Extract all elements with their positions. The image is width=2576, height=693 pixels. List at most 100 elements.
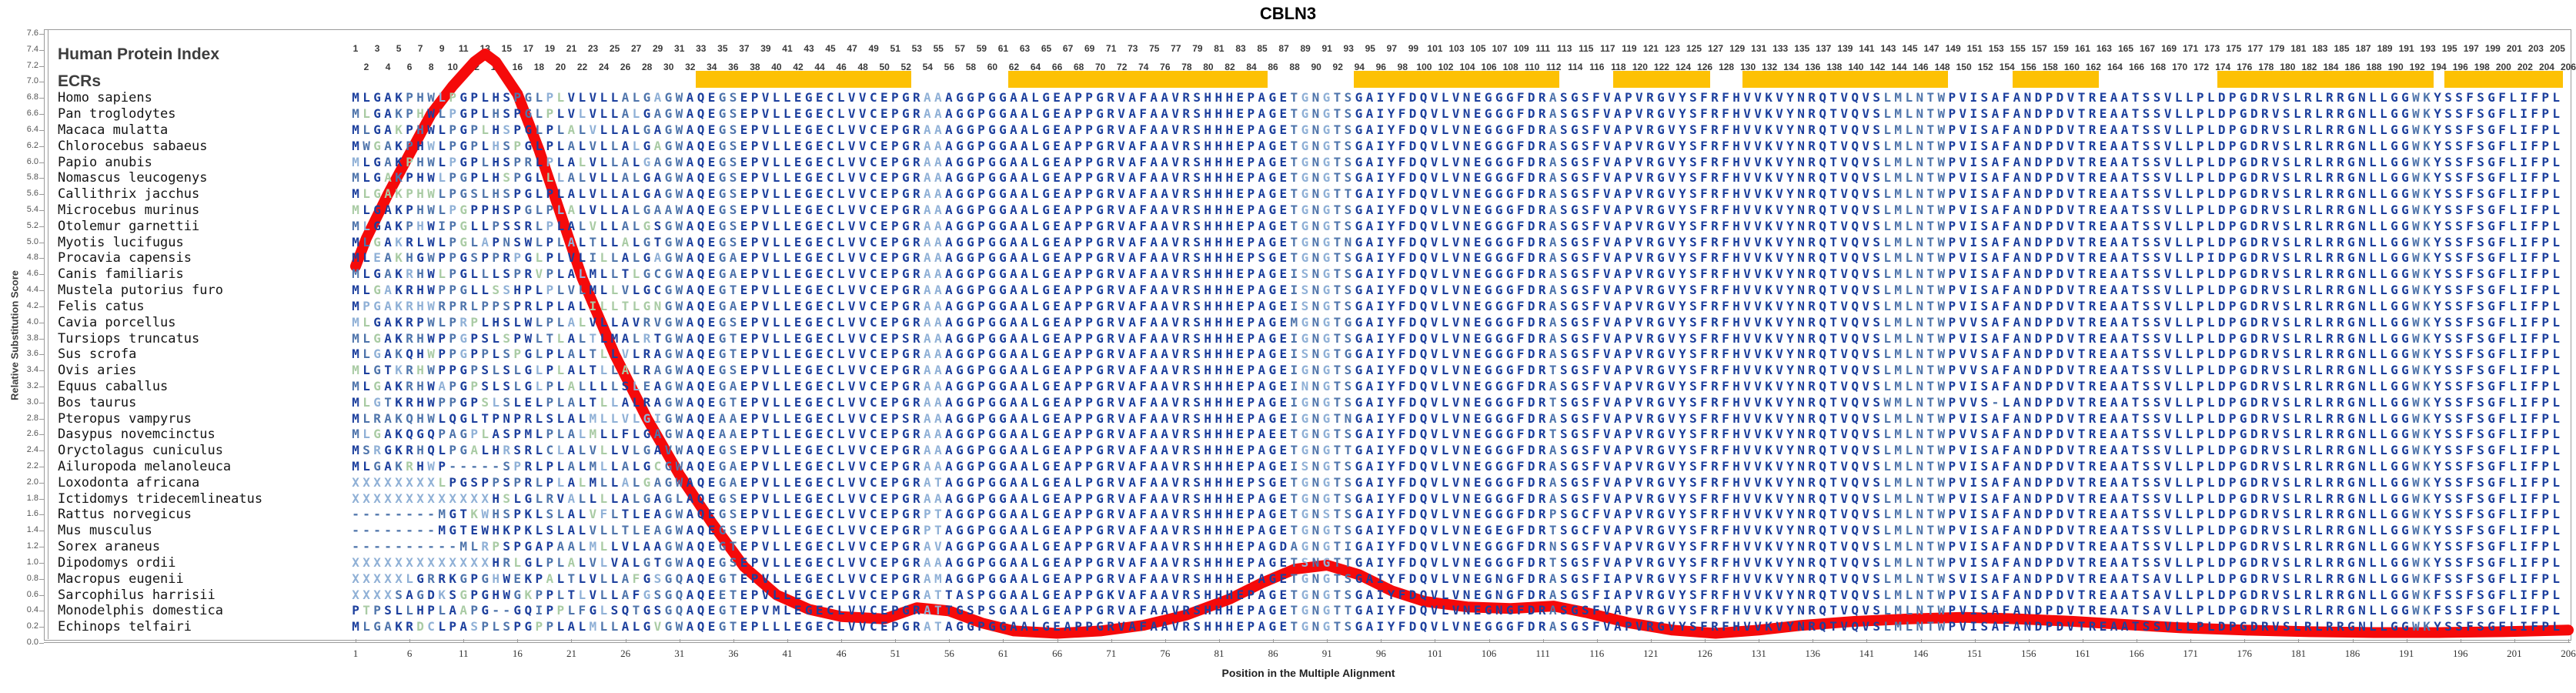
residue: S xyxy=(1581,410,1589,426)
residue: V xyxy=(1668,266,1676,282)
position-number: 20 xyxy=(555,62,566,72)
residue: V xyxy=(1862,90,1870,105)
residue: V xyxy=(1840,234,1848,249)
residue: E xyxy=(1053,378,1061,393)
residue: D xyxy=(2034,186,2043,202)
residue: L xyxy=(578,90,586,105)
residue: A xyxy=(1150,298,1158,313)
residue: A xyxy=(1021,234,1028,249)
residue: P xyxy=(1625,250,1632,266)
residue: G xyxy=(988,138,996,153)
residue: G xyxy=(967,170,974,186)
residue: L xyxy=(783,106,791,122)
residue: R xyxy=(1538,394,1546,410)
residue: R xyxy=(2326,250,2334,266)
residue: A xyxy=(621,250,630,266)
residue: L xyxy=(1905,138,1913,153)
residue: G xyxy=(999,154,1007,169)
y-tick-label: 5.6 xyxy=(26,189,38,199)
residue: V xyxy=(535,266,543,282)
residue: H xyxy=(1204,346,1212,362)
residue: K xyxy=(2423,122,2431,137)
residue: V xyxy=(1840,410,1848,426)
residue: I xyxy=(2520,122,2528,137)
residue: C xyxy=(826,106,834,122)
residue: V xyxy=(589,154,597,169)
residue: R xyxy=(2326,330,2334,346)
residue: S xyxy=(1689,170,1697,186)
residue: Y xyxy=(1786,90,1794,105)
residue: F xyxy=(1516,90,1525,105)
residue: P xyxy=(2196,363,2204,378)
residue: E xyxy=(740,394,748,410)
residue: N xyxy=(1797,186,1805,202)
residue: K xyxy=(1765,378,1772,393)
residue: Q xyxy=(1419,218,1428,233)
residue: N xyxy=(2023,298,2032,313)
residue: G xyxy=(1268,234,1277,249)
residue: F xyxy=(1139,363,1147,378)
residue: P xyxy=(2541,122,2549,137)
residue: G xyxy=(2401,363,2409,378)
residue: R xyxy=(2326,154,2334,169)
residue: V xyxy=(1754,298,1762,313)
residue: G xyxy=(956,138,964,153)
residue: V xyxy=(858,283,867,298)
residue: T xyxy=(1333,234,1341,249)
residue: N xyxy=(1797,314,1805,330)
residue: G xyxy=(1657,427,1665,442)
residue: V xyxy=(1603,234,1611,249)
residue: G xyxy=(459,106,467,122)
residue: C xyxy=(869,138,877,153)
residue: E xyxy=(1473,378,1482,393)
residue: F xyxy=(1398,410,1406,426)
residue: V xyxy=(1959,138,1967,153)
residue: P xyxy=(977,138,985,153)
residue: A xyxy=(1021,90,1028,105)
residue: R xyxy=(2260,266,2269,282)
residue: P xyxy=(416,314,424,330)
residue: S xyxy=(2477,363,2484,378)
residue: A xyxy=(1258,330,1266,346)
residue: F xyxy=(1516,314,1525,330)
residue: P xyxy=(1625,106,1632,122)
x-tick-label: 6 xyxy=(406,648,413,659)
residue: R xyxy=(2326,186,2334,202)
residue: A xyxy=(924,378,931,393)
residue: E xyxy=(740,218,748,233)
residue: R xyxy=(406,363,413,378)
residue: H xyxy=(416,378,424,393)
position-number: 60 xyxy=(987,62,998,72)
residue: A xyxy=(1064,330,1071,346)
residue: S xyxy=(1301,283,1309,298)
residue: V xyxy=(2163,106,2172,122)
residue: D xyxy=(2056,186,2064,202)
residue: V xyxy=(567,250,576,266)
residue: E xyxy=(740,443,748,458)
residue: P xyxy=(2228,378,2237,393)
residue: R xyxy=(2260,170,2269,186)
residue: G xyxy=(2401,378,2409,393)
residue: H xyxy=(1214,234,1223,249)
residue: S xyxy=(1559,138,1568,153)
residue: M xyxy=(1290,314,1298,330)
residue: S xyxy=(1980,170,1989,186)
residue: V xyxy=(1840,314,1848,330)
residue: P xyxy=(470,314,478,330)
residue: V xyxy=(1776,122,1783,137)
residue: A xyxy=(2120,186,2129,202)
residue: F xyxy=(1139,346,1147,362)
residue: G xyxy=(804,427,813,442)
residue: R xyxy=(2304,186,2312,202)
residue: L xyxy=(610,378,619,393)
residue: P xyxy=(513,186,522,202)
residue: S xyxy=(729,186,737,202)
residue: R xyxy=(1711,186,1719,202)
residue: V xyxy=(1452,218,1460,233)
residue: G xyxy=(967,378,974,393)
residue: P xyxy=(1085,346,1093,362)
x-tick-label: 21 xyxy=(566,648,576,659)
residue: E xyxy=(1236,298,1245,313)
residue: G xyxy=(1570,202,1579,217)
residue: Y xyxy=(2434,138,2441,153)
